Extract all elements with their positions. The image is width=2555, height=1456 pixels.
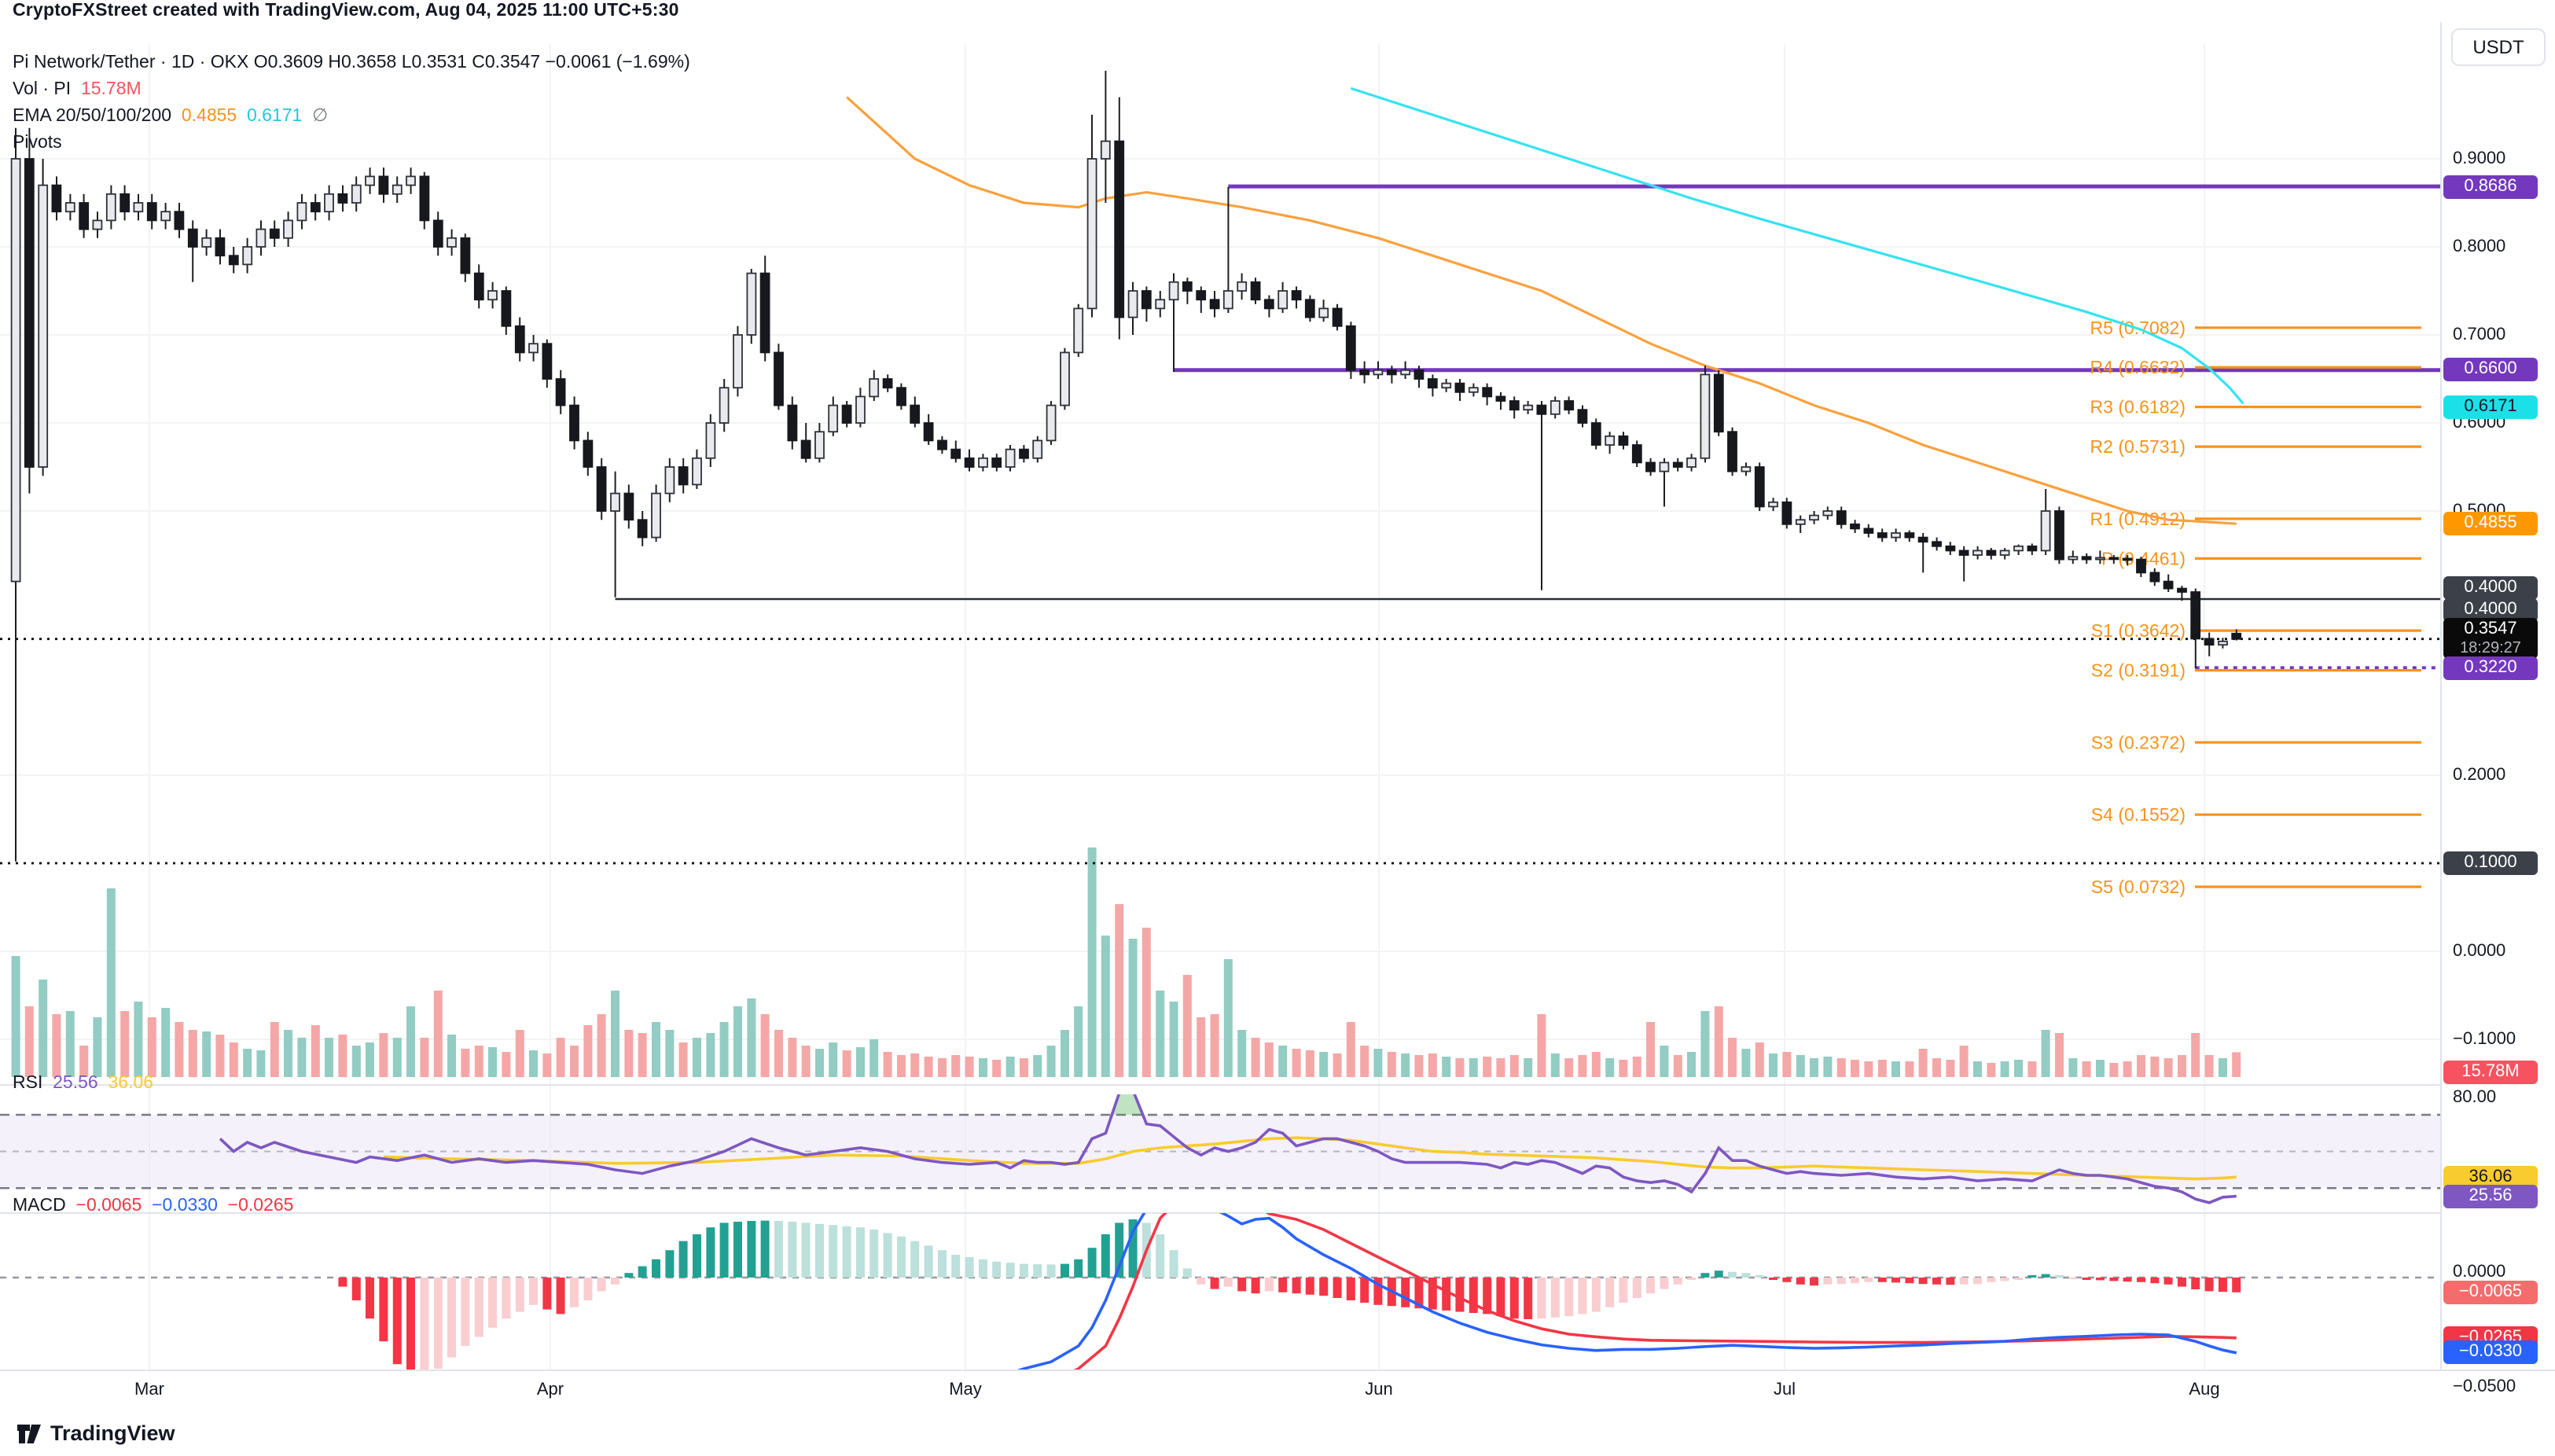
rsi-ma-line (383, 1136, 2237, 1181)
svg-text:R4 (0.6632): R4 (0.6632) (2090, 357, 2186, 377)
volume-legend-row[interactable]: Vol · PI 15.78M (13, 77, 690, 104)
axis-tick: −0.0500 (2453, 1377, 2516, 1396)
axis-badge-0.4855: 0.4855 (2443, 512, 2538, 535)
axis-badge-0.1000: 0.1000 (2443, 851, 2538, 875)
ema-value-orange: 0.4855 (181, 107, 237, 126)
axis-tick: 0.9000 (2453, 149, 2506, 168)
tradingview-brand[interactable]: TradingView (16, 1420, 175, 1447)
month-label-Mar[interactable]: Mar (134, 1381, 164, 1399)
svg-text:S3 (0.2372): S3 (0.2372) (2091, 732, 2186, 752)
axis-tick: −0.1000 (2453, 1030, 2516, 1049)
svg-text:S1 (0.3642): S1 (0.3642) (2091, 620, 2186, 641)
axis-badge-15.78M: 15.78M (2443, 1061, 2538, 1084)
svg-text:S5 (0.0732): S5 (0.0732) (2091, 877, 2186, 897)
rsi-value: 25.56 (53, 1074, 98, 1093)
axis-tick: 80.00 (2453, 1088, 2497, 1107)
attribution-header: CryptoFXStreet created with TradingView.… (13, 2, 679, 20)
ema-cyan-line (1350, 86, 2244, 405)
ema-label: EMA 20/50/100/200 (13, 107, 172, 126)
price-chart-canvas[interactable]: R5 (0.7082)R4 (0.6632)R3 (0.6182)R2 (0.5… (0, 22, 2440, 1392)
ema-hidden-icon: ∅ (312, 107, 329, 126)
candles (10, 71, 2242, 862)
month-label-Apr[interactable]: Apr (536, 1381, 564, 1399)
macd-value: −0.0330 (152, 1197, 218, 1215)
ema-legend-row[interactable]: EMA 20/50/100/200 0.4855 0.6171 ∅ (13, 104, 690, 131)
volume-bars (11, 847, 2241, 1077)
axis-tick: 0.0000 (2453, 1263, 2506, 1281)
macd-line (941, 1213, 2237, 1392)
month-label-Jun[interactable]: Jun (1365, 1381, 1393, 1399)
axis-tick: 0.2000 (2453, 766, 2506, 785)
price-axis[interactable]: USDT 0.9000 0.8000 0.7000 0.6000 0.5000 0.200… (2440, 22, 2555, 1396)
symbol-ohlc-row[interactable]: Pi Network/Tether · 1D · OKX O0.3609 H0.… (13, 50, 690, 77)
month-label-Jul[interactable]: Jul (1773, 1381, 1796, 1399)
month-label-May[interactable]: May (949, 1381, 982, 1399)
chart-legend: Pi Network/Tether · 1D · OKX O0.3609 H0.… (13, 50, 690, 157)
currency-toggle-button[interactable]: USDT (2451, 28, 2546, 66)
svg-text:S4 (0.1552): S4 (0.1552) (2091, 804, 2186, 825)
month-label-Aug[interactable]: Aug (2189, 1381, 2220, 1399)
svg-text:R2 (0.5731): R2 (0.5731) (2090, 436, 2186, 457)
macd-signal-value: −0.0265 (227, 1197, 294, 1215)
macd-label[interactable]: MACD (13, 1197, 66, 1215)
volume-label: Vol · PI (13, 80, 72, 99)
axis-badge-−0.0065: −0.0065 (2443, 1281, 2538, 1304)
axis-tick: 0.7000 (2453, 325, 2506, 344)
svg-text:R3 (0.6182): R3 (0.6182) (2090, 397, 2186, 417)
macd-hist-value: −0.0065 (75, 1197, 142, 1215)
axis-badge-0.3220: 0.3220 (2443, 656, 2538, 680)
axis-badge-25.56: 25.56 (2443, 1185, 2538, 1208)
chart-area[interactable]: R5 (0.7082) R4 (0.6632) R3 (0.6182) R2 (0.5… (0, 22, 2440, 1392)
axis-tick: 0.0000 (2453, 942, 2506, 961)
pivots-label: Pivots (13, 134, 62, 153)
volume-value: 15.78M (80, 80, 142, 99)
rsi-ma-value: 36.06 (108, 1074, 154, 1093)
tradingview-logo-icon (17, 1425, 41, 1443)
ema-value-cyan: 0.6171 (247, 107, 303, 126)
svg-text:S2 (0.3191): S2 (0.3191) (2091, 660, 2186, 681)
pivots-legend-row[interactable]: Pivots (13, 131, 690, 157)
axis-badge-0.8686: 0.8686 (2443, 175, 2538, 199)
axis-badge-−0.0330: −0.0330 (2443, 1340, 2538, 1365)
axis-tick: 0.8000 (2453, 237, 2506, 256)
time-axis[interactable]: Mar Apr May Jun Jul Aug (0, 1370, 2555, 1412)
symbol-ohlc-text: Pi Network/Tether · 1D · OKX O0.3609 H0.… (13, 53, 690, 72)
axis-badge-0.6600: 0.6600 (2443, 358, 2538, 382)
brand-text: TradingView (50, 1421, 175, 1445)
rsi-line (219, 1094, 2237, 1204)
footer-bar: TradingView (0, 1410, 2555, 1456)
axis-badge-0.6171: 0.6171 (2443, 395, 2538, 420)
axis-badge-0.4000: 0.4000 (2443, 576, 2538, 600)
rsi-label[interactable]: RSI (13, 1074, 43, 1093)
axis-badge-0.3547: 0.3547 18:29:27 (2443, 618, 2538, 659)
